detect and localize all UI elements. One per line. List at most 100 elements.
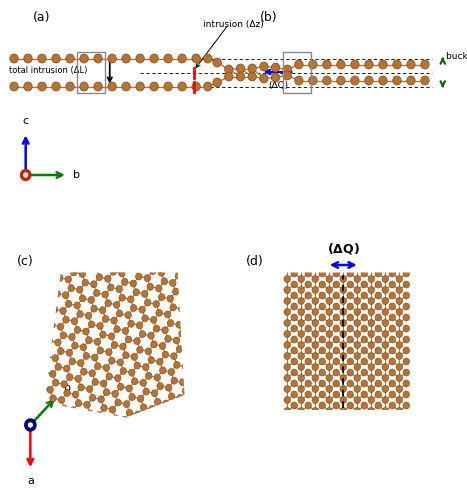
Circle shape (48, 248, 54, 256)
Circle shape (52, 54, 60, 63)
Circle shape (354, 430, 361, 436)
Circle shape (183, 200, 189, 207)
Circle shape (326, 308, 333, 316)
Circle shape (208, 206, 214, 212)
Circle shape (291, 347, 297, 354)
Circle shape (227, 193, 234, 200)
Circle shape (65, 462, 71, 469)
Circle shape (340, 364, 347, 370)
Circle shape (120, 368, 127, 374)
Circle shape (145, 348, 152, 355)
Circle shape (90, 443, 97, 450)
Circle shape (170, 304, 177, 311)
Circle shape (34, 490, 41, 496)
Circle shape (55, 364, 62, 370)
Circle shape (227, 168, 234, 175)
Circle shape (156, 285, 162, 292)
Circle shape (77, 310, 83, 318)
Circle shape (53, 452, 60, 460)
Circle shape (340, 386, 347, 392)
Circle shape (98, 396, 104, 403)
Circle shape (98, 420, 105, 428)
Circle shape (125, 312, 131, 318)
Circle shape (123, 400, 130, 407)
Circle shape (71, 318, 78, 324)
Circle shape (389, 358, 396, 365)
Circle shape (150, 316, 157, 324)
Circle shape (326, 352, 333, 360)
Circle shape (403, 380, 410, 387)
Circle shape (319, 259, 325, 266)
Circle shape (271, 63, 280, 72)
Circle shape (305, 402, 311, 409)
Circle shape (298, 298, 304, 304)
Circle shape (200, 252, 207, 260)
Circle shape (153, 300, 159, 308)
Circle shape (354, 374, 361, 382)
Circle shape (129, 207, 135, 214)
Circle shape (25, 419, 36, 431)
Circle shape (68, 260, 74, 267)
Circle shape (55, 339, 61, 346)
Circle shape (178, 82, 186, 91)
Circle shape (166, 222, 172, 229)
Circle shape (368, 374, 375, 382)
Circle shape (236, 64, 245, 73)
Circle shape (179, 330, 185, 337)
Circle shape (163, 238, 170, 244)
Circle shape (333, 336, 340, 343)
Circle shape (333, 325, 340, 332)
Circle shape (64, 390, 71, 396)
Circle shape (129, 394, 135, 400)
Circle shape (305, 369, 311, 376)
Circle shape (312, 352, 318, 360)
Circle shape (142, 290, 148, 298)
Circle shape (171, 377, 177, 384)
Text: (d): (d) (246, 255, 263, 268)
Circle shape (361, 303, 368, 310)
Text: intrusion (Δz): intrusion (Δz) (203, 20, 264, 29)
Circle shape (403, 248, 410, 255)
Circle shape (88, 296, 94, 304)
Circle shape (208, 230, 215, 237)
Circle shape (298, 396, 304, 404)
Circle shape (130, 304, 137, 312)
Circle shape (172, 426, 178, 433)
Circle shape (347, 336, 354, 343)
Circle shape (298, 330, 304, 338)
Circle shape (110, 268, 117, 275)
Circle shape (37, 312, 44, 318)
Circle shape (333, 424, 340, 431)
Circle shape (167, 295, 174, 302)
Circle shape (85, 264, 91, 270)
Circle shape (66, 82, 74, 91)
Circle shape (151, 341, 157, 348)
Circle shape (347, 402, 354, 409)
Circle shape (368, 276, 375, 282)
Circle shape (22, 454, 29, 462)
Circle shape (347, 413, 354, 420)
Circle shape (48, 460, 55, 466)
Circle shape (19, 422, 26, 428)
Circle shape (305, 259, 311, 266)
Bar (77, 52, 105, 92)
Circle shape (389, 270, 396, 277)
Circle shape (50, 395, 57, 402)
Circle shape (291, 259, 297, 266)
Circle shape (305, 424, 311, 431)
Circle shape (76, 238, 82, 244)
Circle shape (106, 348, 112, 356)
Circle shape (198, 293, 205, 300)
Circle shape (333, 259, 340, 266)
Circle shape (80, 368, 87, 375)
Circle shape (154, 398, 161, 406)
Circle shape (213, 174, 220, 181)
Circle shape (340, 264, 347, 272)
Circle shape (375, 270, 382, 277)
Circle shape (421, 60, 429, 69)
Circle shape (195, 284, 202, 291)
Circle shape (193, 374, 200, 380)
Circle shape (56, 250, 63, 257)
Circle shape (204, 310, 211, 318)
Circle shape (46, 313, 52, 320)
